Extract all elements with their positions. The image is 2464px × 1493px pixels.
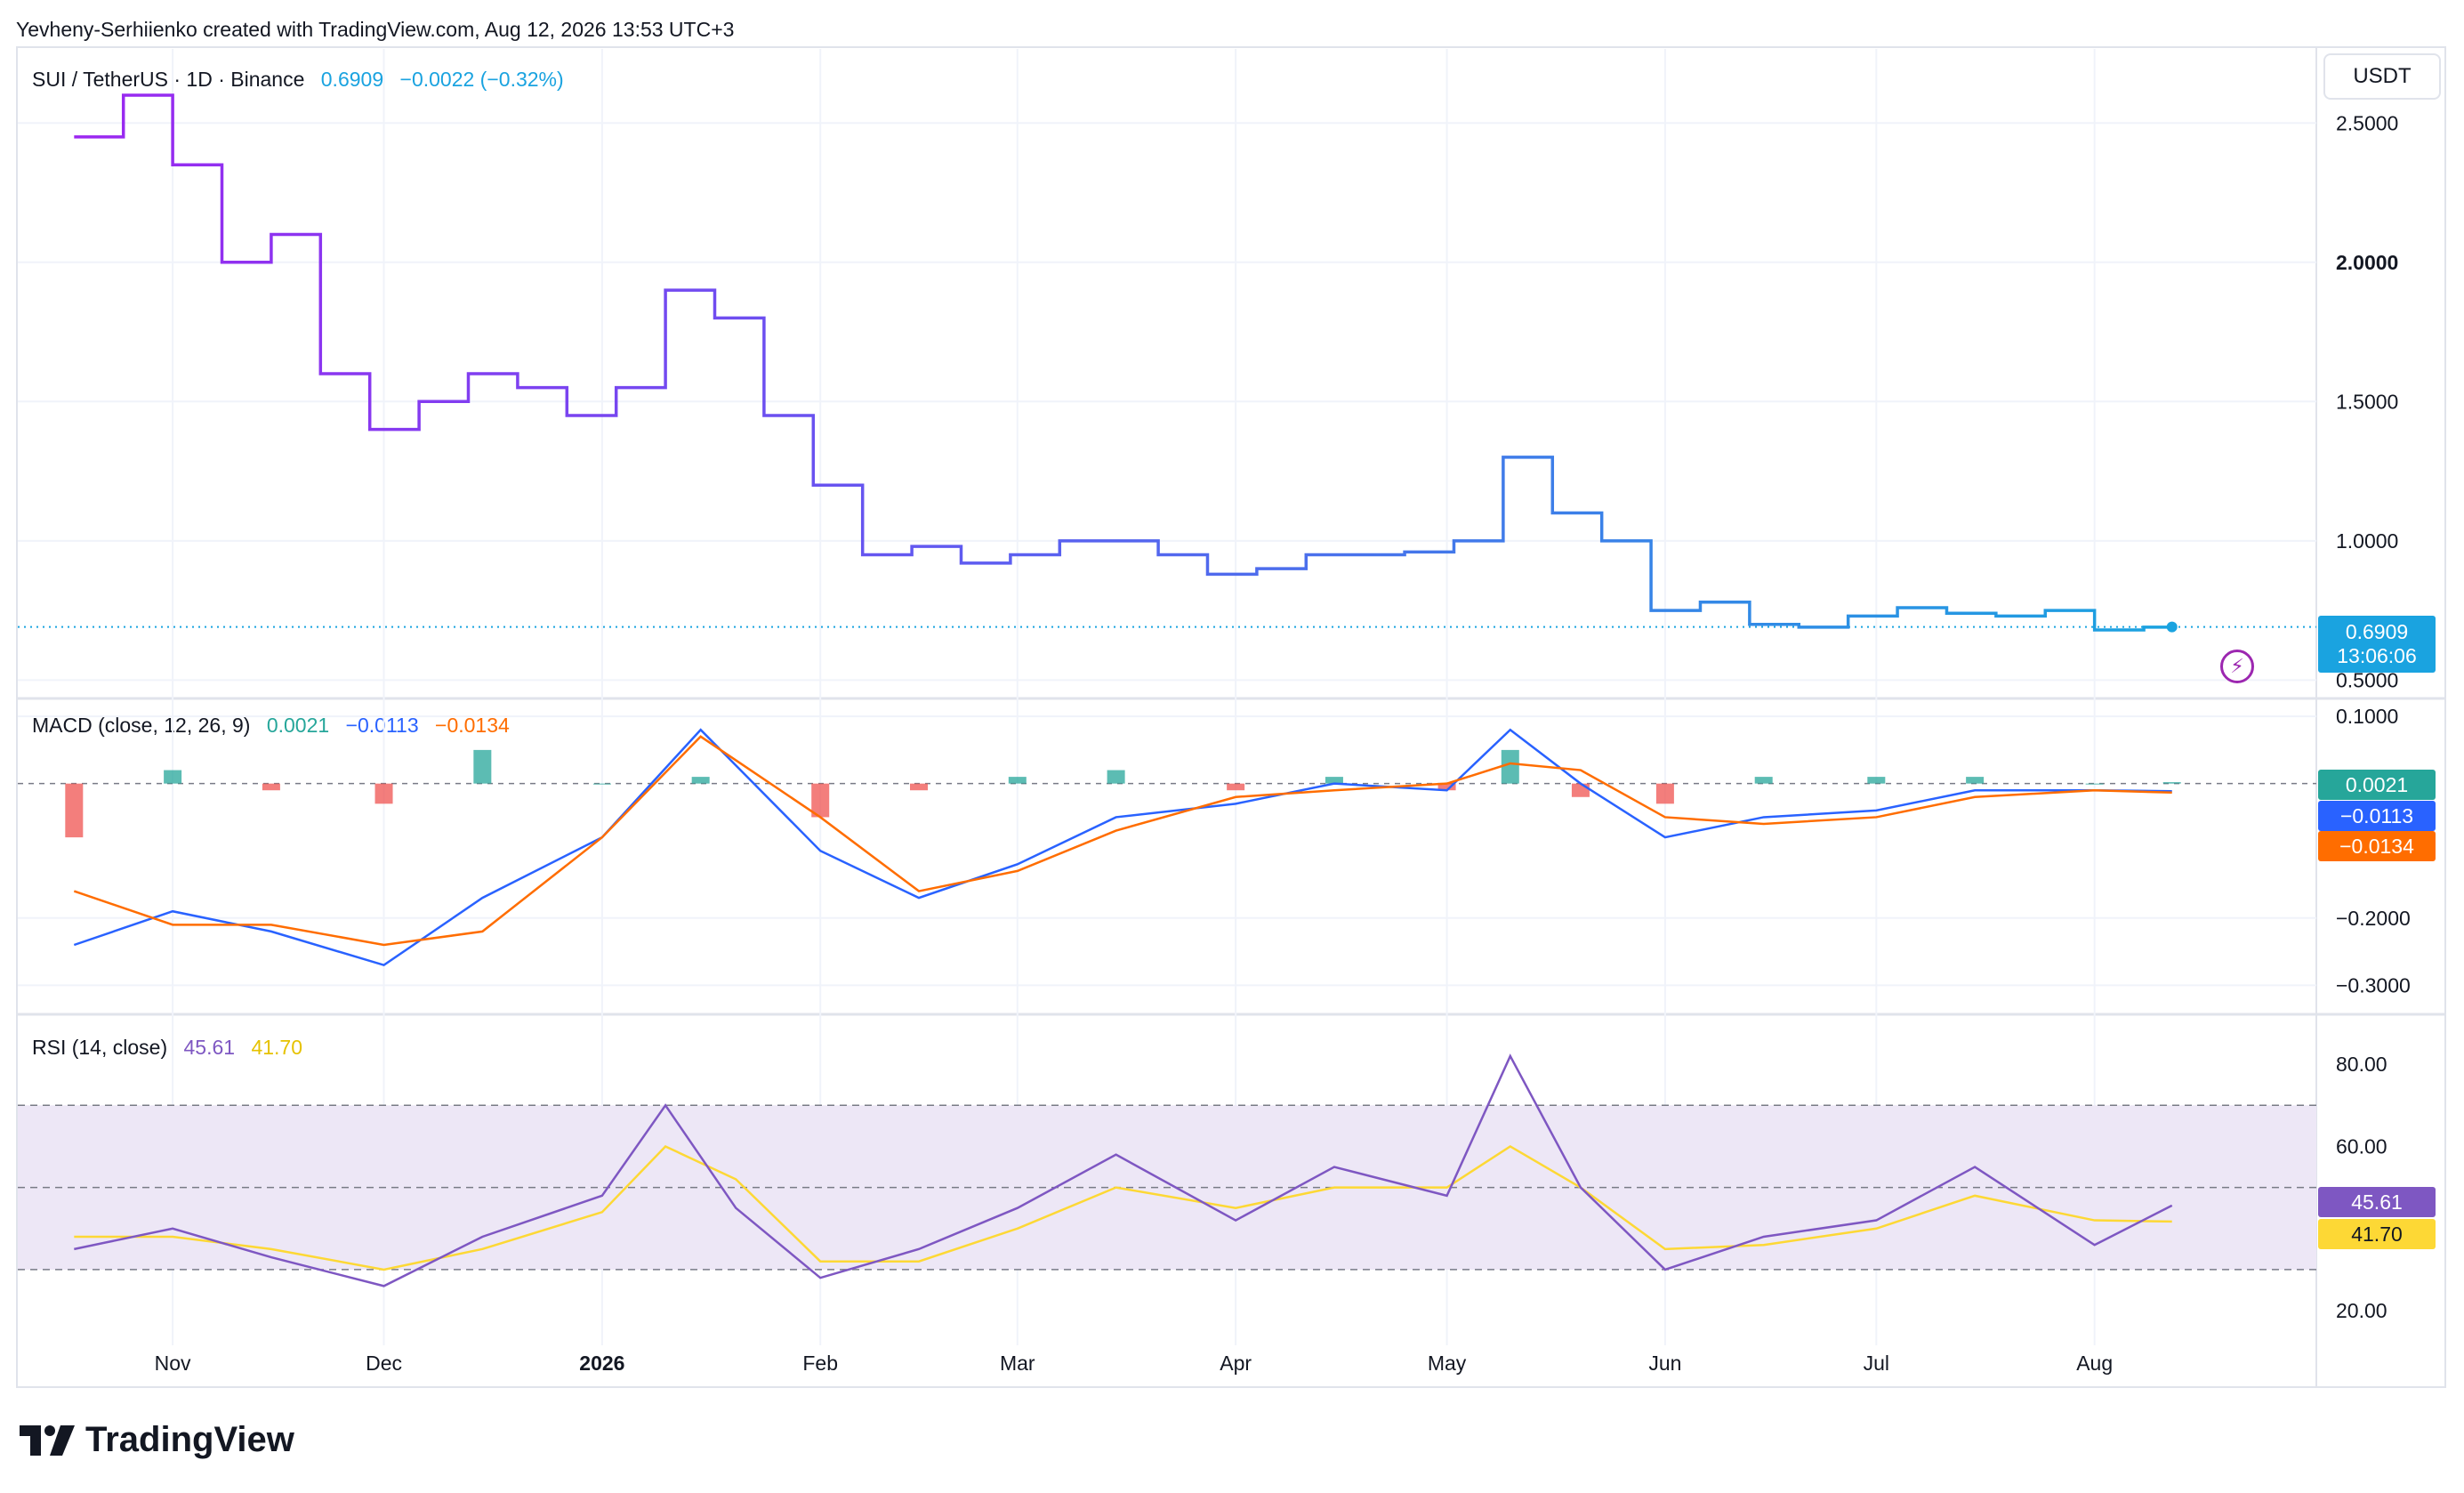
price-tag-value: 0.6909: [2345, 620, 2409, 643]
macd-value: −0.0113: [345, 714, 419, 737]
macd-signal-tag: −0.0134: [2318, 831, 2436, 861]
macd-histogram-bar: [1655, 783, 1674, 804]
tradingview-logo-text: TradingView: [85, 1420, 294, 1459]
price-change: −0.0022 (−0.32%): [399, 68, 564, 91]
price-tag-countdown: 13:06:06: [2337, 644, 2417, 667]
macd-tick-label: −0.3000: [2336, 973, 2411, 997]
x-axis-label: Jul: [1864, 1352, 1889, 1375]
x-axis-label: Mar: [1000, 1352, 1035, 1375]
macd-histogram-bar: [1754, 777, 1773, 784]
macd-histogram-bar: [1966, 777, 1985, 784]
price-tick-label: 2.0000: [2336, 251, 2398, 274]
macd-legend: MACD (close, 12, 26, 9) 0.0021 −0.0113 −…: [32, 714, 520, 738]
macd-hist-value: 0.0021: [266, 714, 330, 737]
macd-histogram-bar: [1227, 783, 1245, 791]
rsi-ma-value: 41.70: [251, 1036, 303, 1059]
price-legend: SUI / TetherUS · 1D · Binance 0.6909 −0.…: [32, 68, 575, 92]
price-tick-label: 1.5000: [2336, 390, 2398, 413]
price-series-line: [74, 93, 2174, 632]
x-axis-label: Dec: [366, 1352, 402, 1375]
rsi-value: 45.61: [183, 1036, 236, 1059]
symbol-label[interactable]: SUI / TetherUS · 1D · Binance: [32, 68, 305, 91]
currency-unit-button[interactable]: USDT: [2323, 53, 2441, 100]
price-tag: 0.6909 13:06:06: [2318, 616, 2436, 673]
rsi-tick-label: 80.00: [2336, 1053, 2388, 1076]
macd-histogram-bar: [1571, 783, 1590, 797]
chart-frame: [16, 46, 2446, 1388]
x-axis-label: Jun: [1648, 1352, 1681, 1375]
macd-histogram-bar: [1437, 783, 1456, 791]
rsi-title[interactable]: RSI (14, close): [32, 1036, 168, 1059]
x-axis-label: Feb: [802, 1352, 838, 1375]
header-credit: Yevheny-Serhiienko created with TradingV…: [16, 18, 735, 41]
price-tick-label: 1.0000: [2336, 529, 2398, 553]
macd-histogram-bar: [592, 783, 611, 785]
macd-histogram-bar: [1107, 770, 1125, 784]
macd-histogram-bar: [811, 783, 830, 818]
macd-title[interactable]: MACD (close, 12, 26, 9): [32, 714, 251, 737]
macd-histogram-bar: [1008, 777, 1027, 784]
tradingview-logo-icon: [20, 1424, 75, 1456]
macd-tick-label: 0.1000: [2336, 705, 2398, 728]
macd-histogram-bar: [65, 783, 84, 838]
macd-signal-value: −0.0134: [435, 714, 510, 737]
x-axis-label: May: [1428, 1352, 1467, 1375]
rsi-legend: RSI (14, close) 45.61 41.70: [32, 1036, 313, 1060]
macd-histogram-bar: [262, 783, 280, 791]
macd-tag: −0.0113: [2318, 801, 2436, 831]
rsi-tick-label: 20.00: [2336, 1299, 2388, 1322]
macd-tick-label: −0.2000: [2336, 907, 2411, 930]
macd-signal-line: [73, 735, 2172, 947]
lightning-icon[interactable]: ⚡: [2220, 650, 2254, 683]
macd-histogram-bar: [1325, 777, 1343, 784]
rsi-tick-label: 60.00: [2336, 1134, 2388, 1158]
macd-histogram-bar: [2162, 782, 2181, 784]
last-price-point: [2166, 621, 2178, 633]
last-price: 0.6909: [320, 68, 384, 91]
rsi-tag: 45.61: [2318, 1187, 2436, 1217]
macd-histogram-bar: [1867, 777, 1886, 784]
macd-histogram-bar: [374, 783, 393, 804]
tradingview-logo[interactable]: TradingView: [20, 1420, 294, 1460]
macd-histogram-bar: [910, 783, 929, 791]
macd-histogram-bar: [2085, 783, 2104, 785]
x-axis-label: 2026: [579, 1352, 624, 1375]
x-axis-label: Aug: [2076, 1352, 2113, 1375]
macd-line: [73, 728, 2172, 967]
rsi-ma-tag: 41.70: [2318, 1219, 2436, 1249]
price-tick-label: 2.5000: [2336, 111, 2398, 134]
macd-hist-tag: 0.0021: [2318, 770, 2436, 800]
macd-histogram-bar: [691, 777, 710, 784]
x-axis-label: Nov: [155, 1352, 191, 1375]
rsi-ma-line: [74, 1144, 2172, 1271]
rsi-line: [74, 1053, 2173, 1287]
macd-histogram-bar: [1501, 749, 1519, 784]
macd-histogram-bar: [164, 770, 182, 784]
macd-histogram-bar: [473, 749, 492, 784]
x-axis-label: Apr: [1220, 1352, 1252, 1375]
